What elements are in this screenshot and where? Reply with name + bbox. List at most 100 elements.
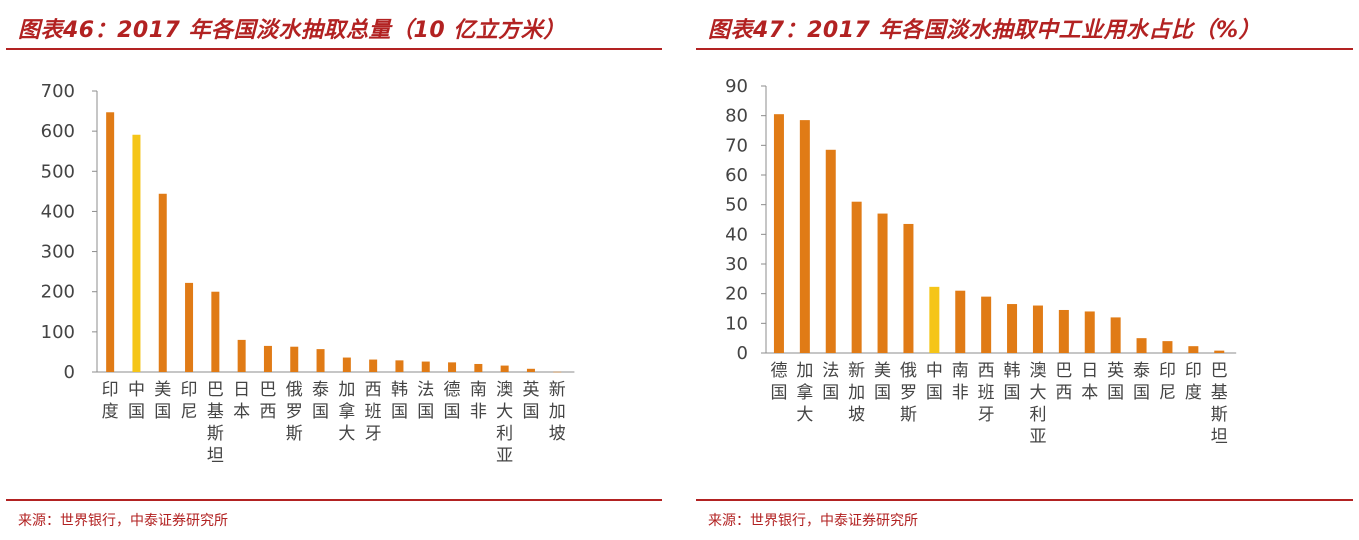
- source-note: 来源：世界银行，中泰证券研究所: [708, 513, 918, 529]
- y-tick-label: 700: [41, 81, 75, 102]
- x-tick-label: 印度: [1185, 361, 1202, 403]
- bar-11: [1032, 305, 1043, 353]
- y-tick-label: 600: [41, 121, 75, 142]
- bar-17: [526, 368, 535, 372]
- bar-1: [773, 114, 784, 353]
- x-tick-label: 澳大利亚: [496, 380, 513, 466]
- y-tick-label: 40: [725, 224, 748, 245]
- bar-10: [342, 357, 351, 372]
- bar-7: [929, 286, 940, 353]
- bar-4: [185, 282, 194, 372]
- bar-17: [1188, 346, 1199, 353]
- x-tick-label: 巴西: [259, 380, 276, 422]
- x-tick-label: 西班牙: [365, 380, 382, 444]
- x-tick-label: 巴西: [1055, 361, 1072, 403]
- bar-7: [263, 345, 272, 372]
- title-divider: [696, 48, 1353, 50]
- y-tick-label: 10: [725, 313, 748, 334]
- bar-4: [851, 201, 862, 353]
- y-tick-label: 0: [64, 362, 75, 383]
- x-tick-label: 加拿大: [338, 380, 355, 444]
- x-tick-label: 法国: [417, 380, 434, 422]
- bar-5: [211, 291, 220, 372]
- x-tick-label: 巴基斯坦: [1211, 361, 1228, 447]
- x-tick-label: 英国: [522, 380, 539, 422]
- bar-3: [158, 193, 167, 372]
- x-tick-label: 日本: [1081, 361, 1098, 403]
- y-tick-label: 300: [41, 242, 75, 263]
- title-divider: [6, 48, 662, 50]
- bar-chart-freshwater-withdrawal: 0 100 200 300 400 500 600 700 印度中国美国印尼巴基斯坦日本巴西俄罗…: [41, 81, 575, 466]
- bar-13: [1084, 311, 1095, 353]
- x-tick-label: 俄罗斯: [900, 361, 917, 425]
- chart-title: 图表47：2017 年各国淡水抽取中工业用水占比（%）: [708, 18, 1262, 43]
- bar-12: [1058, 309, 1069, 353]
- x-tick-label: 英国: [1107, 361, 1124, 403]
- source-divider: [696, 499, 1353, 501]
- bar-15: [1136, 338, 1147, 353]
- y-tick-label: 100: [41, 322, 75, 343]
- x-tick-label: 印度: [102, 380, 119, 422]
- bar-8: [955, 290, 966, 353]
- x-tick-label: 中国: [128, 380, 145, 422]
- y-tick-label: 500: [41, 161, 75, 182]
- chart-title: 图表46：2017 年各国淡水抽取总量（10 亿立方米）: [18, 18, 566, 43]
- bar-6: [237, 339, 246, 372]
- y-tick-label: 50: [725, 195, 748, 216]
- bar-14: [448, 362, 457, 372]
- x-tick-label: 德国: [770, 361, 787, 403]
- bar-2: [132, 134, 141, 372]
- y-tick-label: 400: [41, 201, 75, 222]
- x-tick-label: 俄罗斯: [286, 380, 303, 444]
- bar-18: [1214, 350, 1225, 353]
- x-tick-label: 泰国: [312, 380, 329, 422]
- x-tick-label: 法国: [822, 361, 839, 403]
- bar-2: [799, 120, 810, 353]
- bar-13: [421, 361, 430, 372]
- x-tick-label: 新加坡: [848, 361, 865, 425]
- bar-12: [395, 360, 404, 372]
- x-tick-label: 南非: [470, 380, 487, 422]
- y-tick-label: 30: [725, 254, 748, 275]
- bar-5: [877, 213, 888, 353]
- chart-panel-freshwater-withdrawal: 图表46：2017 年各国淡水抽取总量（10 亿立方米） 0 100 200 300 4…: [0, 0, 668, 540]
- x-tick-label: 泰国: [1133, 361, 1150, 403]
- chart-panel-industrial-share: 图表47：2017 年各国淡水抽取中工业用水占比（%） 0 10 20 30 40 50 6…: [690, 0, 1359, 540]
- x-tick-label: 德国: [444, 380, 461, 422]
- x-tick-label: 新加坡: [549, 380, 566, 444]
- bar-14: [1110, 317, 1121, 353]
- bar-3: [825, 149, 836, 353]
- bar-16: [500, 365, 509, 372]
- bar-11: [369, 359, 378, 372]
- source-divider: [6, 499, 662, 501]
- x-tick-label: 巴基斯坦: [207, 380, 224, 466]
- x-tick-label: 印尼: [1159, 361, 1176, 403]
- x-tick-label: 韩国: [391, 380, 408, 422]
- y-tick-label: 20: [725, 284, 748, 305]
- bar-10: [1007, 304, 1018, 353]
- y-tick-label: 200: [41, 282, 75, 303]
- y-tick-label: 90: [725, 76, 748, 97]
- y-tick-label: 70: [725, 135, 748, 156]
- bar-18: [553, 371, 562, 373]
- source-note: 来源：世界银行，中泰证券研究所: [18, 513, 228, 529]
- bar-1: [106, 112, 115, 373]
- bar-chart-industrial-share: 0 10 20 30 40 50 60 70 80 90 德国加拿大法国新加坡美国俄罗斯中国南非西班…: [725, 76, 1237, 447]
- bar-15: [474, 363, 483, 372]
- bar-8: [290, 346, 299, 372]
- bar-6: [903, 223, 914, 353]
- x-tick-label: 南非: [952, 361, 969, 403]
- y-tick-label: 0: [737, 343, 748, 364]
- bar-9: [981, 296, 992, 353]
- x-tick-label: 澳大利亚: [1029, 361, 1046, 447]
- bar-9: [316, 349, 325, 372]
- y-tick-label: 80: [725, 106, 748, 127]
- x-tick-label: 韩国: [1004, 361, 1021, 403]
- x-tick-label: 中国: [926, 361, 943, 403]
- x-tick-label: 美国: [874, 361, 891, 403]
- x-tick-label: 日本: [233, 380, 250, 422]
- x-tick-label: 西班牙: [978, 361, 995, 425]
- bar-16: [1162, 341, 1173, 353]
- y-tick-label: 60: [725, 165, 748, 186]
- x-tick-label: 美国: [154, 380, 171, 422]
